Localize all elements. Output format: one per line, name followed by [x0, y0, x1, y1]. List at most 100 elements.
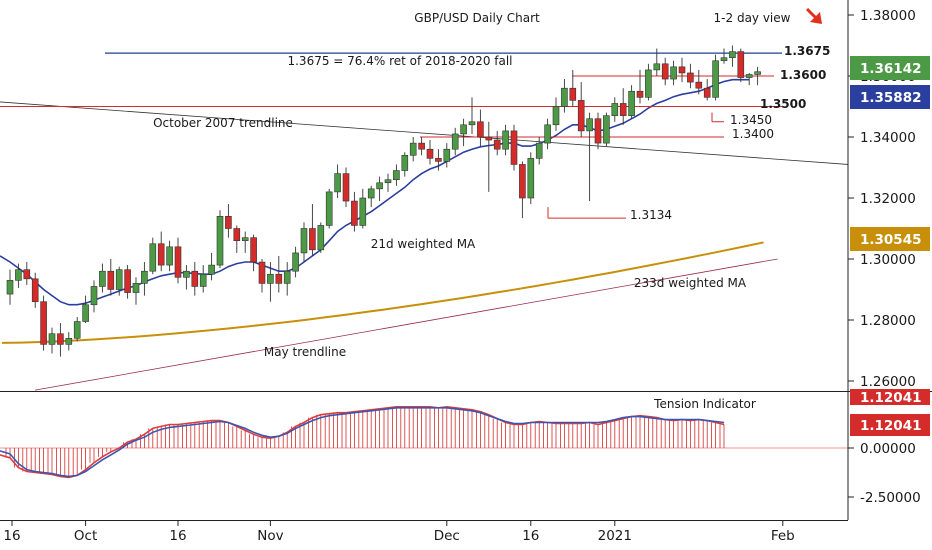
candle-body	[712, 60, 719, 98]
candle-body	[670, 66, 677, 80]
candle-body	[292, 252, 299, 272]
ma21-label: 21d weighted MA	[371, 237, 476, 251]
retracement-annotation: 1.3675 = 76.4% ret of 2018-2020 fall	[287, 54, 512, 68]
x-tick-label: 16	[3, 528, 20, 544]
candle-body	[435, 158, 442, 162]
indicator-red-line	[0, 405, 725, 479]
candle-body	[15, 269, 22, 281]
candle-body	[325, 191, 333, 226]
candle-body	[619, 103, 627, 116]
candle-body	[166, 246, 173, 266]
candle-body	[527, 158, 535, 199]
candle-body	[729, 51, 736, 58]
chart-title: GBP/USD Daily Chart	[414, 11, 540, 25]
level-label-13450: 1.3450	[730, 113, 772, 127]
candle-body	[611, 103, 619, 116]
indicator-tick-label: 0.00000	[860, 441, 916, 457]
candle-body	[426, 148, 434, 159]
y-tick-label: 1.28000	[860, 313, 916, 329]
x-tick-label: Feb	[771, 528, 795, 544]
y-tick-label: 1.34000	[860, 130, 916, 146]
indicator-blue-line	[0, 407, 725, 478]
candle-body	[594, 118, 602, 144]
candle-body	[418, 142, 425, 150]
candle-body	[191, 270, 199, 287]
candle-body	[510, 130, 518, 165]
price-tag: 1.30545	[850, 227, 930, 251]
candle-body	[124, 269, 131, 293]
candle-body	[384, 179, 392, 184]
candle-body	[737, 51, 745, 78]
price-tag-label: 1.36142	[860, 61, 922, 77]
level-label-13400: 1.3400	[732, 127, 774, 141]
level-label-13500: 1.3500	[760, 97, 806, 111]
chart-subtitle: 1-2 day view	[714, 11, 791, 25]
october-2007-trendline	[0, 101, 849, 165]
ma233-line	[1, 241, 764, 344]
candle-body	[678, 66, 686, 74]
price-tag: 1.35882	[850, 85, 930, 109]
candle-body	[258, 261, 266, 284]
candle-body	[628, 90, 635, 116]
price-tag-label: 1.30545	[860, 232, 922, 248]
candle-body	[376, 182, 383, 190]
candle-body	[183, 270, 190, 278]
candle-body	[334, 173, 341, 193]
candle-body	[132, 283, 140, 293]
may-trendline-label: May trendline	[264, 345, 346, 359]
y-tick-label: 1.26000	[860, 374, 916, 390]
candle-body	[317, 225, 325, 251]
candle-body	[661, 63, 669, 80]
candle-body	[99, 270, 106, 287]
candle-body	[754, 71, 761, 75]
candle-body	[342, 173, 350, 202]
candle-body	[208, 264, 215, 275]
candle-body	[174, 246, 182, 278]
candle-body	[309, 228, 316, 251]
indicator-title: Tension Indicator	[653, 397, 756, 411]
candle-body	[23, 269, 31, 280]
candle-body	[569, 87, 577, 101]
x-tick-label: Nov	[257, 528, 283, 544]
candle-body	[157, 243, 165, 266]
y-tick-label: 1.32000	[860, 191, 916, 207]
candle-body	[535, 142, 543, 159]
candle-body	[216, 216, 224, 266]
x-tick-label: 16	[169, 528, 186, 544]
candle-body	[502, 130, 509, 150]
candle-body	[107, 270, 115, 290]
candle-body	[443, 148, 451, 162]
x-tick-label: 16	[522, 528, 539, 544]
candle-body	[519, 164, 526, 199]
candle-body	[300, 228, 308, 254]
candle-body	[603, 115, 610, 144]
candle-body	[653, 63, 661, 71]
y-tick-label: 1.30000	[860, 252, 916, 268]
candle-body	[250, 237, 257, 263]
candle-body	[636, 90, 644, 98]
candle-body	[695, 81, 703, 89]
candle-body	[57, 333, 64, 345]
x-tick-label: 2021	[598, 528, 632, 544]
candle-body	[40, 301, 47, 345]
indicator-tag-label: 1.12041	[860, 418, 922, 434]
price-tag: 1.36142	[850, 56, 930, 80]
candle-body	[577, 100, 585, 132]
candle-body	[65, 337, 73, 345]
down-arrow-icon	[805, 7, 822, 24]
candle-body	[199, 273, 207, 287]
level-label-13600: 1.3600	[780, 68, 826, 82]
candle-body	[225, 216, 232, 229]
candle-body	[703, 87, 711, 98]
candle-body	[283, 270, 291, 284]
candle-body	[275, 273, 283, 284]
candle-body	[367, 188, 375, 199]
level-label-13134: 1.3134	[630, 208, 672, 222]
candle-body	[586, 118, 593, 132]
candle-body	[468, 121, 476, 126]
may-trendline	[34, 258, 778, 391]
candle-body	[493, 139, 501, 150]
candle-body	[451, 133, 459, 150]
candle-body	[393, 170, 400, 181]
